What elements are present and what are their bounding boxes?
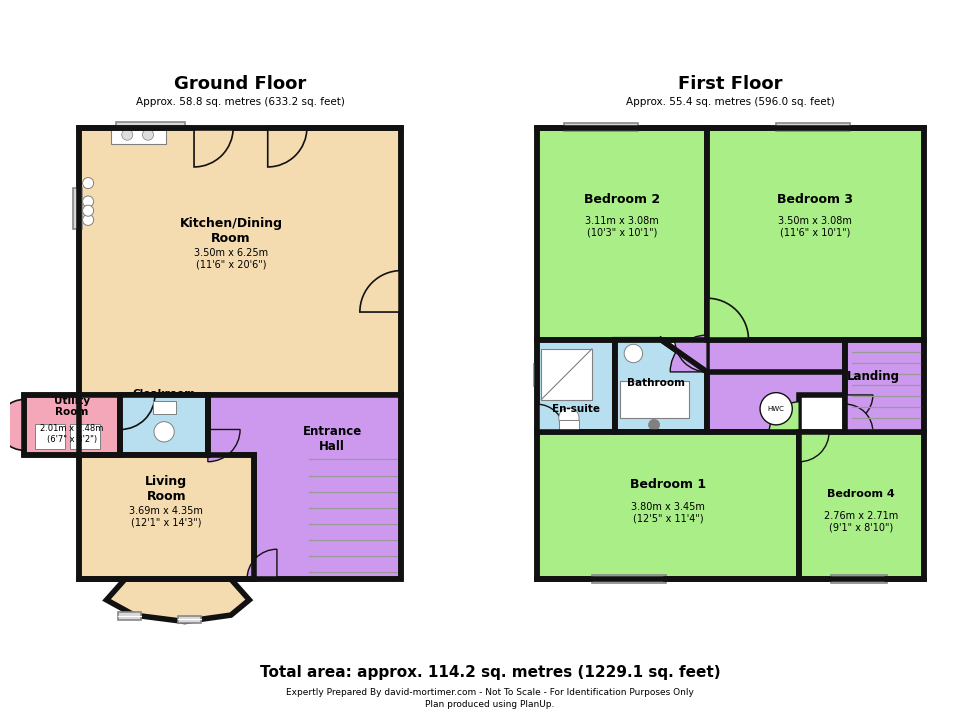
Bar xyxy=(619,381,689,418)
Bar xyxy=(800,431,923,579)
Bar xyxy=(776,123,850,132)
Circle shape xyxy=(559,408,579,428)
Polygon shape xyxy=(78,455,254,579)
Bar xyxy=(78,127,402,395)
Text: 3.11m x 3.08m
(10'3" x 10'1"): 3.11m x 3.08m (10'3" x 10'1") xyxy=(585,216,659,238)
Bar xyxy=(70,424,100,449)
Text: 2.76m x 2.71m
(9'1" x 8'10"): 2.76m x 2.71m (9'1" x 8'10") xyxy=(824,511,899,533)
Text: Kitchen/Dining
Room: Kitchen/Dining Room xyxy=(179,217,282,246)
Wedge shape xyxy=(845,404,873,431)
Circle shape xyxy=(82,205,94,216)
Bar xyxy=(74,188,81,229)
Text: Expertly Prepared By david-mortimer.com - Not To Scale - For Identification Purp: Expertly Prepared By david-mortimer.com … xyxy=(286,688,694,696)
Wedge shape xyxy=(707,298,749,340)
Bar xyxy=(116,122,185,130)
Text: 3.50m x 3.08m
(11'6" x 10'1"): 3.50m x 3.08m (11'6" x 10'1") xyxy=(778,216,853,238)
Text: Entrance
Hall: Entrance Hall xyxy=(303,424,362,453)
Circle shape xyxy=(82,196,94,207)
Bar xyxy=(118,612,141,619)
Polygon shape xyxy=(615,340,707,431)
Text: Ground Floor: Ground Floor xyxy=(174,75,306,93)
Circle shape xyxy=(142,129,154,140)
Text: Bathroom: Bathroom xyxy=(627,378,685,389)
Wedge shape xyxy=(845,395,873,423)
Circle shape xyxy=(649,419,660,431)
Wedge shape xyxy=(360,271,402,312)
Bar xyxy=(24,395,121,455)
Text: Bedroom 2: Bedroom 2 xyxy=(584,193,660,206)
Circle shape xyxy=(154,422,174,442)
Wedge shape xyxy=(121,395,155,429)
Text: Approx. 55.4 sq. metres (596.0 sq. feet): Approx. 55.4 sq. metres (596.0 sq. feet) xyxy=(625,98,835,108)
Text: Living
Room: Living Room xyxy=(145,476,187,503)
Text: 3.80m x 3.45m
(12'5" x 11'4"): 3.80m x 3.45m (12'5" x 11'4") xyxy=(631,501,705,523)
Wedge shape xyxy=(247,549,277,579)
Circle shape xyxy=(82,214,94,226)
Text: Utility
Room: Utility Room xyxy=(54,396,90,417)
Text: First Floor: First Floor xyxy=(678,75,782,93)
Bar xyxy=(559,420,579,431)
Bar xyxy=(537,127,707,340)
Text: Bedroom 4: Bedroom 4 xyxy=(827,489,896,499)
Polygon shape xyxy=(707,340,845,431)
Wedge shape xyxy=(800,431,829,461)
Wedge shape xyxy=(670,335,707,372)
Bar xyxy=(707,127,923,340)
Wedge shape xyxy=(537,404,564,431)
Text: 3.50m x 6.25m
(11'6" x 20'6"): 3.50m x 6.25m (11'6" x 20'6") xyxy=(194,248,268,270)
Text: 3.69m x 4.35m
(12'1" x 14'3"): 3.69m x 4.35m (12'1" x 14'3") xyxy=(129,506,203,528)
Text: Bedroom 1: Bedroom 1 xyxy=(630,478,706,491)
Circle shape xyxy=(760,392,792,425)
Bar xyxy=(537,340,615,431)
Circle shape xyxy=(624,345,643,362)
Text: 2.01m x 2.48m
(6'7" x 8'2"): 2.01m x 2.48m (6'7" x 8'2") xyxy=(40,424,104,444)
Bar xyxy=(35,424,65,449)
Wedge shape xyxy=(769,402,800,431)
Bar xyxy=(533,362,538,386)
Wedge shape xyxy=(0,399,24,450)
Text: Cloakroom: Cloakroom xyxy=(132,389,196,399)
Bar xyxy=(178,616,201,623)
Polygon shape xyxy=(208,395,402,579)
Text: Total area: approx. 114.2 sq. metres (1229.1 sq. feet): Total area: approx. 114.2 sq. metres (12… xyxy=(260,665,720,681)
Polygon shape xyxy=(845,340,923,431)
Wedge shape xyxy=(268,127,307,167)
Wedge shape xyxy=(194,127,233,167)
Text: HWC: HWC xyxy=(767,406,785,412)
Polygon shape xyxy=(107,579,249,622)
Text: En-suite: En-suite xyxy=(552,404,600,414)
Bar xyxy=(121,395,208,455)
Bar xyxy=(831,575,887,583)
Circle shape xyxy=(82,177,94,189)
Circle shape xyxy=(122,129,132,140)
Text: Landing: Landing xyxy=(847,370,900,383)
Text: Bedroom 3: Bedroom 3 xyxy=(777,193,854,206)
Bar xyxy=(153,402,175,414)
Wedge shape xyxy=(208,429,240,461)
Wedge shape xyxy=(675,340,707,372)
Bar xyxy=(111,125,167,144)
Text: Approx. 58.8 sq. metres (633.2 sq. feet): Approx. 58.8 sq. metres (633.2 sq. feet) xyxy=(135,98,345,108)
Text: Plan produced using PlanUp.: Plan produced using PlanUp. xyxy=(425,701,555,709)
Bar xyxy=(564,123,638,132)
Bar xyxy=(537,431,800,579)
Bar xyxy=(541,349,592,399)
Bar xyxy=(592,575,665,583)
